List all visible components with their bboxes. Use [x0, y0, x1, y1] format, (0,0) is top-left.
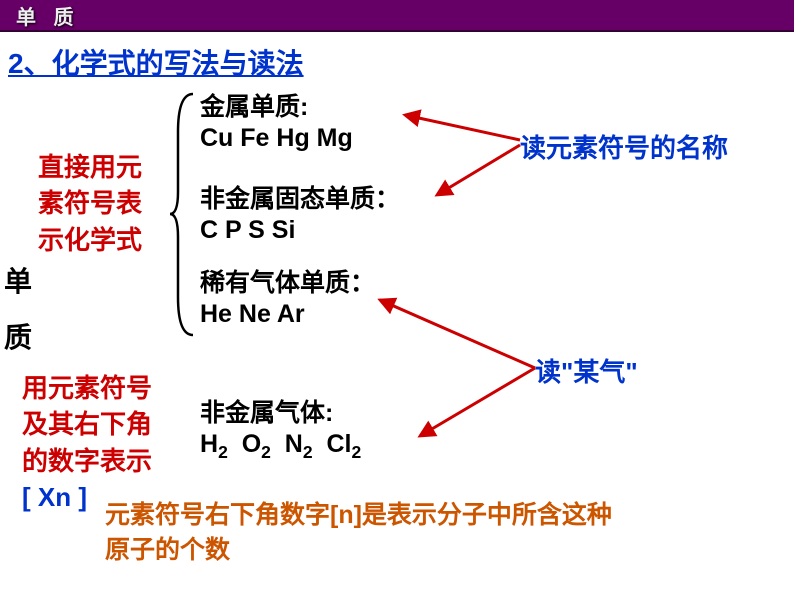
nonmetal-solid-block: 非金属固态单质： C P S Si: [200, 184, 400, 247]
read-element-name: 读元素符号的名称: [520, 128, 728, 165]
left-label-top: 单: [4, 260, 32, 300]
red2-l2: 及其右下角: [22, 409, 152, 439]
red1-l1: 直接用元: [38, 152, 142, 182]
red2-l3: 的数字表示: [22, 446, 152, 476]
nms-title: 非金属固态单质：: [200, 185, 400, 213]
nonmetal-gas-block: 非金属气体: H2 O2 N2 Cl2: [200, 398, 361, 464]
nms-examples: C P S Si: [200, 216, 295, 244]
left-label-bottom: 质: [4, 316, 32, 356]
metal-title: 金属单质:: [200, 93, 308, 121]
slide-header: 单 质: [0, 0, 794, 32]
foot-l2: 原子的个数: [105, 536, 230, 564]
ng-title: 稀有气体单质：: [200, 269, 375, 297]
red2-l4: [ Xn ]: [22, 482, 87, 512]
metal-examples: Cu Fe Hg Mg: [200, 124, 353, 152]
red1-l3: 示化学式: [38, 225, 142, 255]
foot-l1: 元素符号右下角数字[n]是表示分子中所含这种: [105, 501, 612, 529]
brace-icon: [168, 92, 198, 337]
red-note-1: 直接用元 素符号表 示化学式: [38, 149, 142, 258]
red-note-2: 用元素符号 及其右下角 的数字表示 [ Xn ]: [22, 370, 152, 516]
noble-gas-block: 稀有气体单质： He Ne Ar: [200, 268, 375, 331]
footnote: 元素符号右下角数字[n]是表示分子中所含这种 原子的个数: [105, 498, 612, 568]
section-title: 2、化学式的写法与读法: [8, 42, 304, 82]
metal-block: 金属单质: Cu Fe Hg Mg: [200, 92, 353, 155]
read-gas: 读"某气": [535, 352, 638, 389]
red2-l1: 用元素符号: [22, 373, 152, 403]
arrow-upper: [395, 105, 535, 205]
ng-examples: He Ne Ar: [200, 300, 305, 328]
arrow-lower: [370, 288, 550, 448]
nmg-examples: H2 O2 N2 Cl2: [200, 430, 361, 458]
header-title: 单 质: [16, 1, 80, 30]
red1-l2: 素符号表: [38, 188, 142, 218]
nmg-title: 非金属气体:: [200, 399, 333, 427]
